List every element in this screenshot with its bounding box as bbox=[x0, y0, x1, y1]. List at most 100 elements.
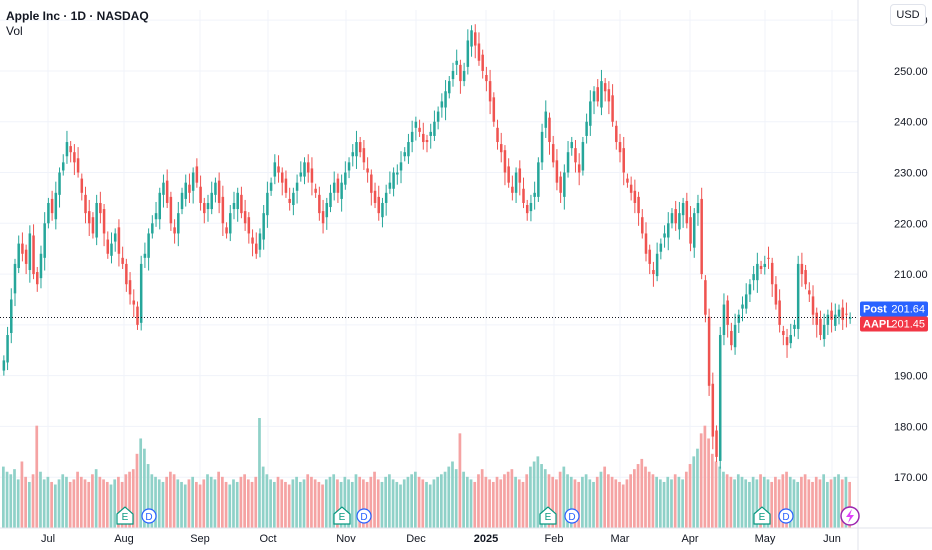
candle-body bbox=[741, 304, 744, 309]
earnings-marker-icon[interactable] bbox=[539, 506, 557, 525]
time-tick-label: Dec bbox=[406, 533, 426, 545]
candle-body bbox=[585, 121, 588, 136]
candle-body bbox=[80, 178, 84, 193]
volume-bar bbox=[310, 476, 313, 528]
candle-body bbox=[255, 243, 258, 254]
dividend-marker-icon[interactable] bbox=[141, 508, 157, 524]
time-tick-label: Aug bbox=[114, 533, 134, 545]
time-axis[interactable]: Jul Aug Sep Oct Nov Dec 2025 Feb Mar Apr May Jun bbox=[0, 527, 932, 545]
price-axis[interactable]: 170.00180.00190.00200.00210.00220.00230.… bbox=[857, 0, 928, 550]
dividend-marker-label: D bbox=[360, 512, 367, 523]
volume-bar bbox=[614, 479, 618, 528]
candle-body bbox=[544, 111, 548, 128]
volume-bar bbox=[710, 453, 714, 528]
candle-body bbox=[214, 182, 217, 195]
volume-bar bbox=[232, 479, 235, 528]
volume-bar bbox=[618, 481, 621, 528]
candle-body bbox=[362, 148, 366, 163]
currency-button[interactable]: USD bbox=[890, 4, 926, 26]
volume-bar bbox=[740, 476, 744, 528]
earnings-marker-icon[interactable] bbox=[116, 506, 134, 525]
symbol-title[interactable]: Apple Inc · 1D · NASDAQ bbox=[6, 9, 149, 23]
candle-body bbox=[117, 227, 121, 254]
volume-bar bbox=[640, 458, 644, 528]
post-price-tag-value: 201.64 bbox=[891, 304, 925, 316]
candle-body bbox=[232, 202, 236, 210]
volume-bar bbox=[395, 481, 399, 528]
candle-body bbox=[177, 213, 180, 234]
candle-body bbox=[540, 131, 544, 163]
candle-body bbox=[240, 194, 243, 214]
volume-bar bbox=[102, 479, 105, 528]
candlesticks bbox=[2, 24, 852, 469]
volume-bar bbox=[633, 469, 636, 528]
candle-body bbox=[819, 318, 822, 336]
dividend-marker-icon[interactable] bbox=[778, 508, 794, 524]
candle-body bbox=[351, 152, 355, 157]
volume-bar bbox=[228, 484, 232, 528]
candle-body bbox=[678, 213, 681, 230]
volume-bar bbox=[811, 481, 814, 528]
volume-bar bbox=[651, 474, 655, 528]
candle-body bbox=[845, 313, 848, 315]
candle-body bbox=[277, 166, 280, 173]
volume-bar bbox=[766, 479, 770, 528]
volume-bar bbox=[462, 471, 465, 528]
candle-body bbox=[811, 296, 815, 315]
volume-bar bbox=[198, 484, 202, 528]
volume-bar bbox=[206, 474, 209, 528]
candle-body bbox=[355, 142, 358, 157]
candle-body bbox=[444, 91, 447, 108]
volume-label[interactable]: Vol bbox=[6, 24, 23, 38]
candle-body bbox=[32, 235, 35, 275]
volume-bar bbox=[83, 479, 87, 528]
post-price-tag-label: Post bbox=[863, 304, 887, 316]
candle-body bbox=[841, 307, 844, 320]
volume-bar bbox=[246, 479, 250, 528]
candle-body bbox=[407, 142, 410, 157]
volume-bar bbox=[406, 476, 410, 528]
candle-body bbox=[600, 81, 603, 108]
volume-bar bbox=[696, 448, 699, 528]
volume-bar bbox=[213, 479, 217, 528]
candle-body bbox=[61, 162, 65, 171]
candle-body bbox=[652, 270, 655, 275]
volume-bar bbox=[477, 474, 480, 528]
volume-bar bbox=[2, 466, 5, 528]
candle-body bbox=[436, 111, 440, 122]
time-tick-label: Oct bbox=[259, 533, 276, 545]
volume-bar bbox=[465, 476, 469, 528]
earnings-marker-icon[interactable] bbox=[753, 506, 771, 525]
candle-body bbox=[518, 168, 522, 183]
volume-bars bbox=[2, 418, 851, 528]
candle-body bbox=[793, 324, 796, 329]
candle-body bbox=[663, 233, 666, 238]
candle-body bbox=[655, 253, 659, 277]
candle-body bbox=[21, 243, 24, 254]
volume-bar bbox=[354, 474, 358, 528]
dividend-marker-icon[interactable] bbox=[356, 508, 372, 524]
volume-bar bbox=[681, 479, 684, 528]
volume-bar bbox=[588, 479, 592, 528]
volume-bar bbox=[722, 471, 725, 528]
volume-bar bbox=[807, 479, 811, 528]
dividend-marker-icon[interactable] bbox=[564, 508, 580, 524]
earnings-marker-icon[interactable] bbox=[333, 506, 351, 525]
candle-body bbox=[551, 144, 555, 163]
volume-bar bbox=[265, 474, 269, 528]
volume-bar bbox=[195, 481, 198, 528]
price-tick-label: 250.00 bbox=[894, 66, 928, 78]
candle-body bbox=[143, 253, 147, 258]
candle-body bbox=[559, 176, 562, 193]
volume-bar bbox=[569, 476, 573, 528]
volume-bar bbox=[777, 479, 781, 528]
volume-bar bbox=[313, 479, 317, 528]
volume-bar bbox=[670, 479, 673, 528]
volume-bar bbox=[607, 474, 610, 528]
volume-bar bbox=[551, 476, 555, 528]
volume-bar bbox=[131, 469, 135, 528]
dividend-marker-label: D bbox=[782, 512, 789, 523]
volume-bar bbox=[451, 461, 454, 528]
